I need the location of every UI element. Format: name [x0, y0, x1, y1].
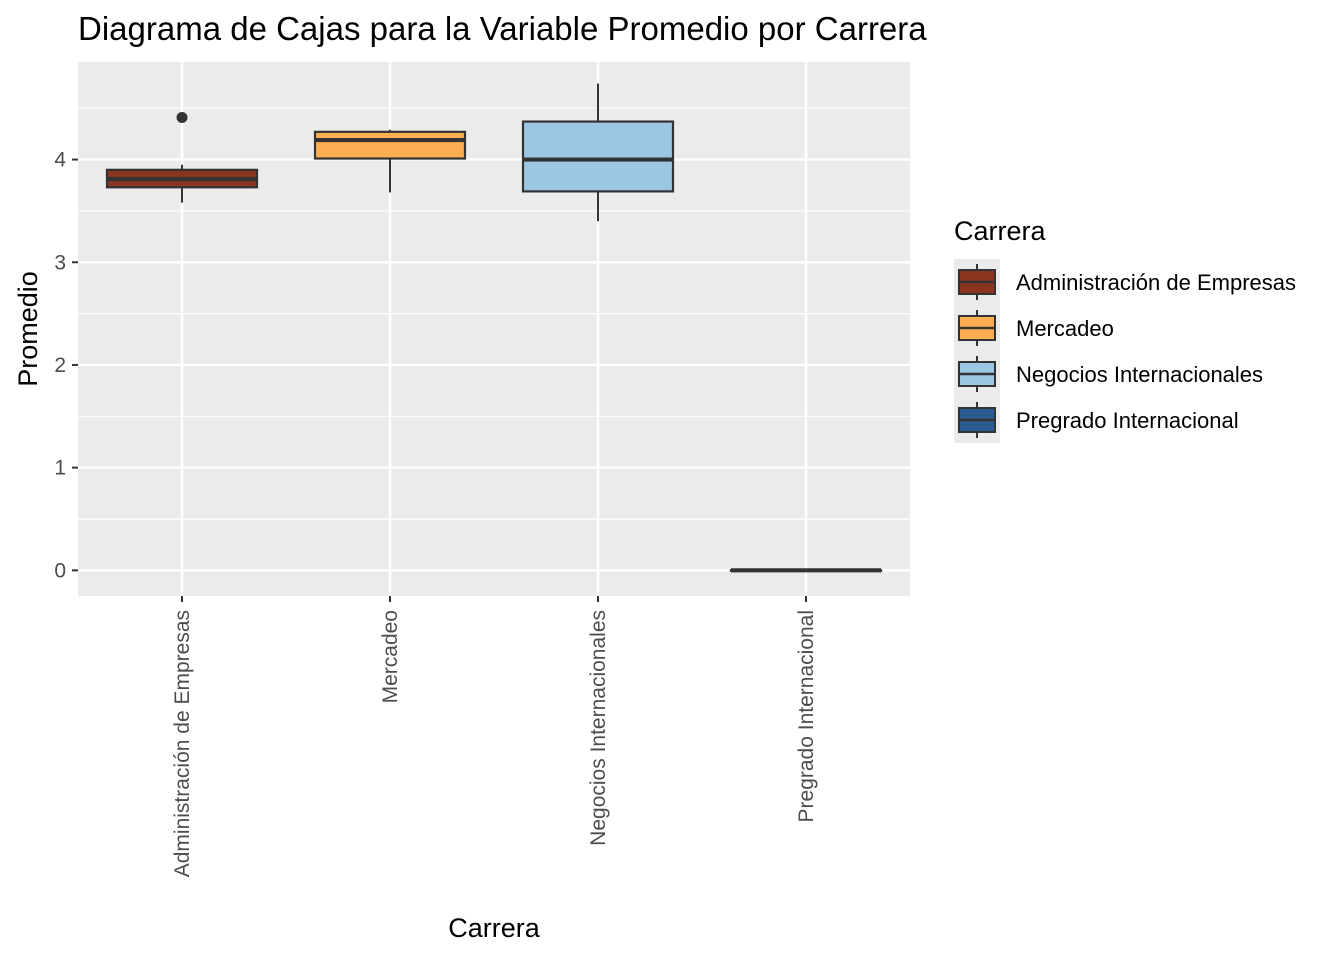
- box-0: [105, 111, 259, 203]
- x-axis: Administración de Empresas Mercadeo Negoci…: [171, 596, 818, 877]
- x-tick-label: Mercadeo: [379, 610, 402, 703]
- outlier-point: [176, 111, 188, 123]
- legend: Carrera Administración de Empresas Mercad…: [954, 216, 1296, 443]
- x-tick-label: Pregrado Internacional: [795, 610, 818, 822]
- legend-item: Mercadeo: [958, 310, 1114, 346]
- plot-panel: [78, 62, 910, 596]
- box-body: [313, 130, 467, 160]
- legend-label: Negocios Internacionales: [1016, 362, 1263, 387]
- x-tick-label: Negocios Internacionales: [587, 610, 610, 846]
- box-2: [521, 83, 675, 222]
- legend-item: Negocios Internacionales: [958, 356, 1263, 392]
- box-1: [313, 129, 467, 193]
- x-axis-title: Carrera: [448, 913, 541, 943]
- y-tick-label: 0: [54, 559, 66, 582]
- chart-title: Diagrama de Cajas para la Variable Prome…: [78, 10, 927, 47]
- boxes: [105, 83, 883, 573]
- box-body: [521, 120, 675, 193]
- legend-label: Administración de Empresas: [1016, 270, 1296, 295]
- legend-items: Administración de Empresas Mercadeo Negoci…: [954, 259, 1296, 443]
- y-tick-label: 3: [54, 251, 66, 274]
- grid-minor: [78, 107, 910, 520]
- legend-title: Carrera: [954, 216, 1047, 246]
- legend-label: Mercadeo: [1016, 316, 1114, 341]
- y-axis: 0 1 2 3 4: [54, 149, 78, 582]
- y-tick-label: 2: [54, 354, 66, 377]
- legend-label: Pregrado Internacional: [1016, 408, 1239, 433]
- y-tick-label: 1: [54, 457, 66, 480]
- x-tick-label: Administración de Empresas: [171, 610, 194, 877]
- y-axis-title: Promedio: [13, 271, 43, 387]
- legend-item: Administración de Empresas: [958, 264, 1296, 300]
- y-tick-label: 4: [54, 149, 66, 172]
- legend-item: Pregrado Internacional: [958, 402, 1239, 438]
- box-3: [729, 568, 883, 573]
